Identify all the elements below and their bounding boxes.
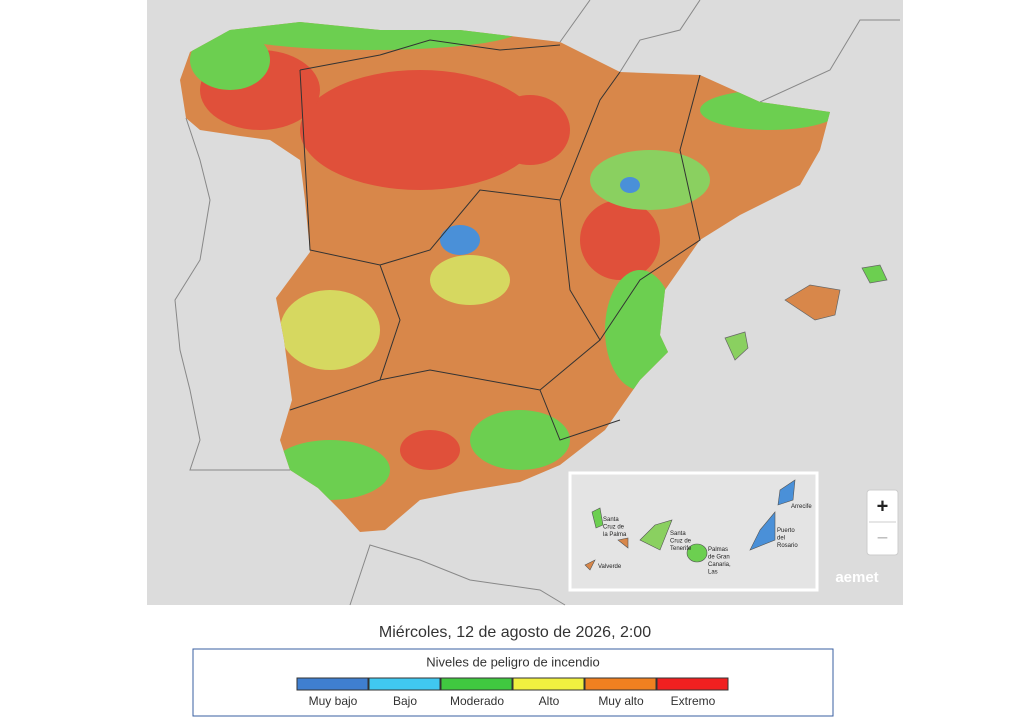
balearic-islands: [724, 264, 888, 361]
inset-label: Santa Cruz de la Palma: [603, 517, 627, 538]
canary-inset: [568, 471, 819, 592]
legend-swatch: [296, 677, 369, 691]
inset-label-line: del: [777, 535, 785, 541]
inset-label-line: Santa: [670, 531, 686, 537]
region-borders: [289, 39, 701, 441]
zoom-out[interactable]: −: [877, 527, 889, 549]
inset-label: Arrecife: [791, 504, 812, 510]
inset-label-line: Valverde: [598, 564, 622, 570]
inset-label-line: Canaria,: [708, 562, 731, 568]
inset-label-line: Arrecife: [791, 504, 812, 510]
inset-label-line: Puerto: [777, 528, 795, 534]
legend-title: Niveles de peligro de incendio: [426, 654, 599, 669]
inset-label: Puerto del Rosario: [777, 528, 798, 549]
inset-label: Palmas de Gran Canaria, Las: [708, 547, 731, 576]
borders: [174, 0, 900, 606]
legend-label: Bajo: [393, 694, 417, 708]
inset-label: Santa Cruz de Tenerife: [670, 531, 692, 552]
legend-swatch: [656, 677, 729, 691]
inset-label-line: Santa: [603, 517, 619, 523]
inset-label-line: de Gran: [708, 554, 730, 560]
legend-swatch: [584, 677, 657, 691]
inset-label-line: Rosario: [777, 543, 798, 549]
legend-swatch: [440, 677, 513, 691]
inset-label-line: Las: [708, 569, 718, 575]
legend-label: Muy alto: [598, 694, 644, 708]
inset-label-line: Cruz de: [670, 538, 692, 544]
zoom-in[interactable]: +: [877, 495, 889, 517]
legend-label: Moderado: [450, 694, 504, 708]
legend-label: Extremo: [671, 694, 716, 708]
inset-label-line: Tenerife: [670, 546, 692, 552]
legend-swatch: [512, 677, 585, 691]
legend-label: Muy bajo: [309, 694, 358, 708]
inset-label-line: la Palma: [603, 532, 627, 538]
inset-label-line: Cruz de: [603, 524, 625, 530]
inset-label: Valverde: [598, 564, 622, 570]
inset-label-line: Palmas: [708, 547, 728, 553]
inset-labels: Santa Cruz de la Palma Santa Cruz de Tenerife…: [598, 504, 812, 576]
brand: aemet: [835, 569, 878, 586]
canary-islands: [584, 479, 796, 571]
caption: Miércoles, 12 de agosto de 2026, 2:00: [379, 624, 651, 641]
legend-label: Alto: [539, 694, 560, 708]
legend-items: Muy bajo Bajo Moderado Alto Muy alto Extremo: [296, 677, 729, 708]
legend-swatch: [368, 677, 441, 691]
